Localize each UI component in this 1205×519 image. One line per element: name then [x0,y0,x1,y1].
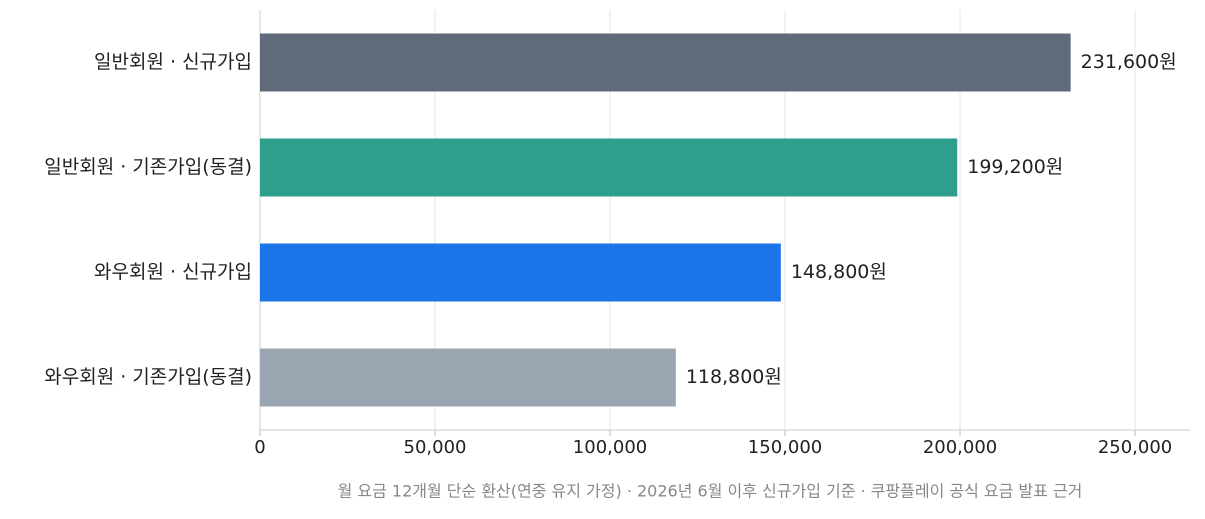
value-label: 199,200원 [967,156,1063,178]
y-tick-label: 일반회원 · 신규가입 [94,51,252,73]
y-tick-label: 와우회원 · 신규가입 [94,261,252,283]
x-tick-label: 250,000 [1098,437,1172,458]
x-tick-label: 50,000 [404,437,467,458]
bar [260,348,676,407]
value-label: 148,800원 [791,261,887,283]
bar [260,33,1071,92]
x-tick-label: 150,000 [748,437,822,458]
value-label: 231,600원 [1081,51,1177,73]
y-tick-label: 일반회원 · 기존가입(동결) [44,156,252,178]
bar [260,243,781,302]
footnote: 월 요금 12개월 단순 환산(연중 유지 가정) · 2026년 6월 이후 … [338,482,1083,501]
x-tick-label: 0 [254,437,265,458]
x-tick-label: 100,000 [573,437,647,458]
y-tick-label: 와우회원 · 기존가입(동결) [44,366,252,388]
x-tick-label: 200,000 [923,437,997,458]
value-label: 118,800원 [686,366,782,388]
bar [260,138,958,197]
